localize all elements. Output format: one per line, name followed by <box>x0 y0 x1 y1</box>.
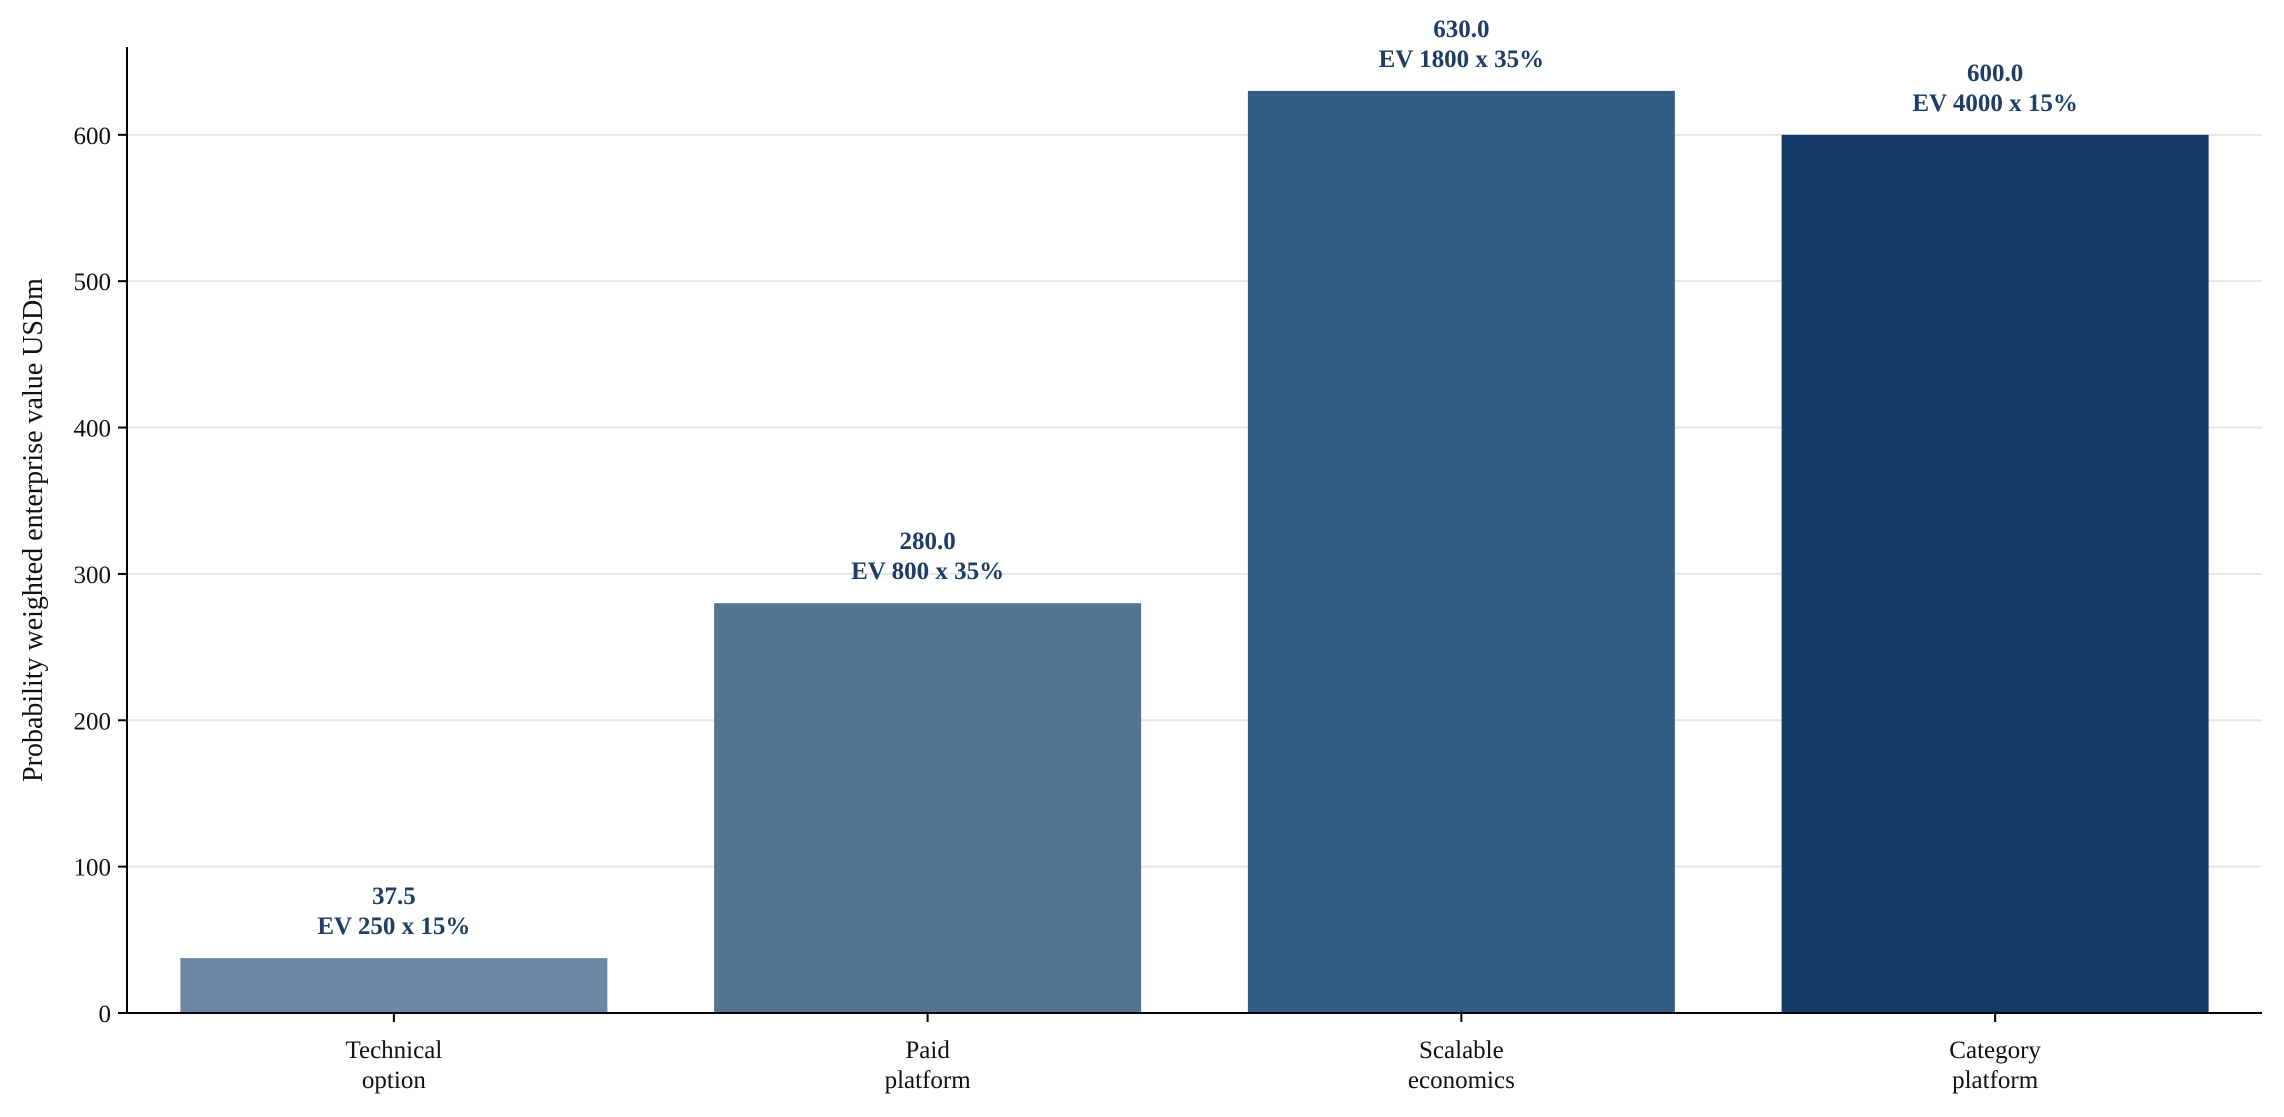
x-tick-label: Category <box>1949 1037 2041 1064</box>
y-tick-label: 500 <box>74 269 112 296</box>
bar-value-label: 280.0 <box>900 528 956 555</box>
bar <box>1247 90 1675 1014</box>
x-tick-label: platform <box>885 1067 972 1094</box>
y-tick-label: 600 <box>74 123 112 150</box>
bar-annotation: EV 250 x 15% <box>317 913 470 940</box>
x-tick-label: option <box>362 1067 426 1094</box>
bar <box>714 603 1142 1013</box>
bars <box>180 90 2209 1014</box>
y-tick-label: 100 <box>74 855 112 882</box>
bar-value-label: 600.0 <box>1967 60 2023 87</box>
x-tick-label: Paid <box>905 1037 950 1064</box>
bar-annotation: EV 800 x 35% <box>851 558 1004 585</box>
y-tick-label: 300 <box>74 562 112 589</box>
axes <box>118 47 2262 1022</box>
x-tick-label: Scalable <box>1419 1037 1504 1064</box>
bar-value-label: 37.5 <box>372 883 416 910</box>
bar-annotation: EV 4000 x 15% <box>1912 90 2078 117</box>
bar-annotation: EV 1800 x 35% <box>1379 46 1545 73</box>
bar-value-label: 630.0 <box>1433 16 1489 43</box>
x-tick-label: economics <box>1408 1067 1515 1094</box>
bar <box>180 958 608 1013</box>
y-tick-label: 200 <box>74 708 112 735</box>
bar <box>1781 134 2209 1013</box>
y-tick-label: 0 <box>99 1001 112 1028</box>
x-tick-label: Technical <box>345 1037 442 1064</box>
y-axis-title: Probability weighted enterprise value US… <box>18 278 49 782</box>
y-tick-label: 400 <box>74 416 112 443</box>
x-tick-label: platform <box>1952 1067 2039 1094</box>
labels: 0 100 200 300 400 500 600 37.5 EV 250 x 15% Techn… <box>74 16 2078 1094</box>
